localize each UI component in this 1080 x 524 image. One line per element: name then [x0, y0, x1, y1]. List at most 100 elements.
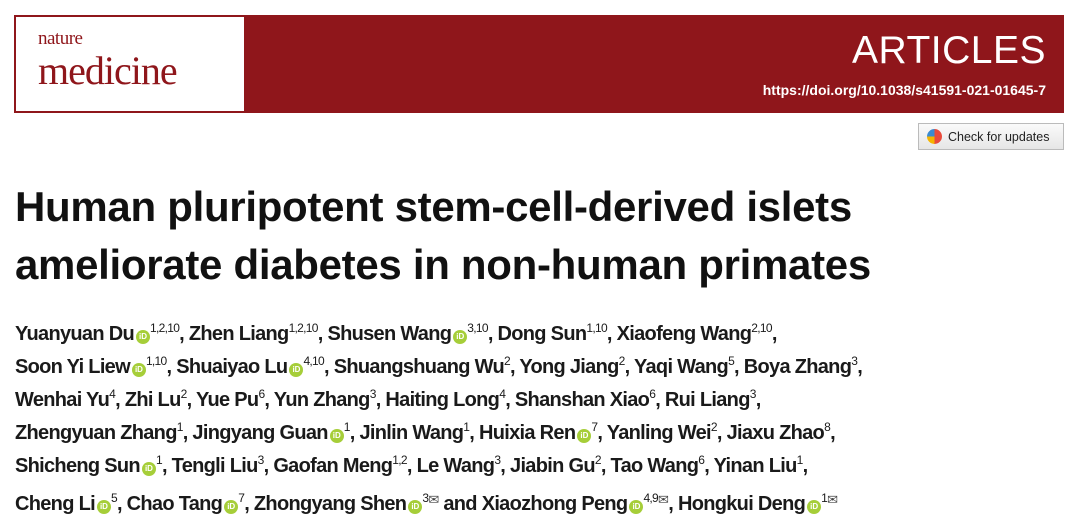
title-line: Human pluripotent stem-cell-derived isle… — [15, 183, 852, 230]
author-name[interactable]: Huixia Ren — [478, 422, 576, 444]
author-name[interactable]: Tao Wang — [610, 455, 699, 477]
author-name[interactable]: Chao Tang — [126, 493, 223, 515]
orcid-icon[interactable]: iD — [136, 330, 150, 344]
affiliation-superscript: 4 — [109, 387, 116, 401]
affiliation-superscript: 1 — [343, 420, 351, 434]
affiliation-superscript: 2 — [710, 420, 718, 434]
title-line: ameliorate diabetes in non-human primate… — [15, 241, 871, 288]
orcid-icon[interactable]: iD — [453, 330, 468, 344]
author-name[interactable]: Zhongyang Shen — [253, 493, 407, 515]
affiliation-superscript: 1 — [155, 453, 163, 467]
author-name[interactable]: Yaqi Wang — [633, 356, 729, 378]
author-name[interactable]: Jingyang Guan — [192, 422, 328, 444]
author-name[interactable]: Shuangshuang Wu — [333, 356, 505, 378]
orcid-icon[interactable]: iD — [577, 429, 592, 443]
affiliation-superscript: 1,10 — [586, 321, 607, 335]
orcid-icon[interactable]: iD — [807, 500, 822, 514]
email-icon[interactable]: ✉ — [827, 492, 838, 507]
affiliation-superscript: 6 — [649, 387, 656, 401]
author-name[interactable]: Zhi Lu — [124, 389, 181, 411]
affiliation-superscript: 6 — [698, 453, 705, 467]
affiliation-superscript: 1 — [176, 420, 184, 434]
author-name[interactable]: Zhen Liang — [188, 323, 289, 345]
doi-link[interactable]: https://doi.org/10.1038/s41591-021-01645… — [762, 82, 1046, 98]
affiliation-superscript: 3 — [749, 387, 757, 401]
author-name[interactable]: Xiaozhong Peng — [481, 493, 628, 515]
author-name[interactable]: Hongkui Deng — [677, 493, 806, 515]
author-name[interactable]: Jiabin Gu — [510, 455, 596, 477]
author-name[interactable]: Shusen Wang — [327, 323, 452, 345]
affiliation-superscript: 1,10 — [145, 354, 167, 368]
author-name[interactable]: Yong Jiang — [519, 356, 619, 378]
author-name[interactable]: Jiaxu Zhao — [726, 422, 825, 444]
crossmark-icon — [927, 129, 942, 144]
affiliation-superscript: 1,2,10 — [288, 321, 319, 335]
affiliation-superscript: 4,10 — [303, 354, 325, 368]
author-name[interactable]: Dong Sun — [497, 323, 588, 345]
logo-text-bottom: medicine — [38, 48, 178, 93]
logo-text-top: nature — [38, 28, 83, 49]
section-label: ARTICLES — [851, 29, 1046, 72]
author-name[interactable]: Tengli Liu — [171, 455, 259, 477]
email-icon[interactable]: ✉ — [428, 492, 439, 507]
author-line: Soon Yi Liew iD1,10, Shuaiyao Lu iD4,10, S… — [15, 354, 863, 378]
journal-banner: nature medicine ARTICLES https://doi.org… — [14, 15, 1064, 113]
affiliation-superscript: 4 — [499, 387, 506, 401]
check-for-updates-button[interactable]: Check for updates — [918, 123, 1064, 150]
orcid-icon[interactable]: iD — [629, 500, 644, 514]
orcid-icon[interactable]: iD — [141, 462, 156, 476]
affiliation-superscript: 3 — [369, 387, 377, 401]
email-icon[interactable]: ✉ — [658, 492, 669, 507]
author-list: Yuanyuan Du iD1,2,10, Zhen Liang1,2,10, S… — [15, 318, 863, 521]
affiliation-superscript: 5 — [728, 354, 735, 368]
author-name[interactable]: Haiting Long — [385, 389, 500, 411]
author-name[interactable]: Le Wang — [416, 455, 495, 477]
affiliation-superscript: 3 — [851, 354, 858, 368]
affiliation-superscript: 3,10 — [467, 321, 488, 335]
author-name[interactable]: Soon Yi Liew — [15, 356, 131, 378]
author-name[interactable]: Jinlin Wang — [359, 422, 464, 444]
author-name[interactable]: Yue Pu — [195, 389, 259, 411]
author-name[interactable]: Xiaofeng Wang — [616, 323, 752, 345]
author-line: Zhengyuan Zhang1, Jingyang Guan iD1, Jinl… — [15, 420, 836, 444]
author-name[interactable]: Shuaiyao Lu — [176, 356, 288, 378]
affiliation-superscript: 7 — [591, 420, 598, 434]
affiliation-superscript: 3 — [422, 491, 429, 505]
author-name[interactable]: Wenhai Yu — [15, 389, 110, 411]
article-title: Human pluripotent stem-cell-derived isle… — [15, 178, 871, 294]
affiliation-superscript: 3 — [494, 453, 501, 467]
author-line: Shicheng Sun iD1, Tengli Liu3, Gaofan Men… — [15, 453, 808, 477]
author-name[interactable]: Yinan Liu — [713, 455, 798, 477]
check-for-updates-label: Check for updates — [948, 129, 1050, 144]
affiliation-superscript: 1,2 — [392, 453, 407, 467]
orcid-icon[interactable]: iD — [96, 500, 111, 514]
affiliation-superscript: 1 — [796, 453, 804, 467]
author-name[interactable]: Rui Liang — [664, 389, 751, 411]
affiliation-superscript: 1 — [821, 491, 828, 505]
orcid-icon[interactable]: iD — [224, 500, 239, 514]
affiliation-superscript: 2 — [594, 453, 602, 467]
affiliation-superscript: 8 — [824, 420, 831, 434]
orcid-icon[interactable]: iD — [329, 429, 344, 443]
author-name[interactable]: Shicheng Sun — [15, 455, 141, 477]
affiliation-superscript: 6 — [258, 387, 265, 401]
author-name[interactable]: Zhengyuan Zhang — [15, 422, 177, 444]
affiliation-superscript: 3 — [257, 453, 265, 467]
author-name[interactable]: Shanshan Xiao — [514, 389, 650, 411]
author-name[interactable]: Yun Zhang — [273, 389, 371, 411]
affiliation-superscript: 1,2,10 — [150, 321, 180, 335]
affiliation-superscript: 1 — [463, 420, 470, 434]
author-line: Yuanyuan Du iD1,2,10, Zhen Liang1,2,10, S… — [15, 321, 777, 345]
author-name[interactable]: Yanling Wei — [606, 422, 712, 444]
author-name[interactable]: Gaofan Meng — [273, 455, 393, 477]
orcid-icon[interactable]: iD — [289, 363, 304, 377]
orcid-icon[interactable]: iD — [408, 500, 423, 514]
author-name[interactable]: Boya Zhang — [743, 356, 852, 378]
author-name[interactable]: Yuanyuan Du — [15, 323, 135, 345]
orcid-icon[interactable]: iD — [131, 363, 146, 377]
author-name[interactable]: Cheng Li — [15, 493, 96, 515]
affiliation-superscript: 5 — [110, 491, 118, 505]
nature-medicine-logo[interactable]: nature medicine — [16, 17, 244, 111]
author-line: Wenhai Yu4, Zhi Lu2, Yue Pu6, Yun Zhang3… — [15, 387, 761, 411]
author-line: Cheng Li iD5, Chao Tang iD7, Zhongyang She… — [15, 491, 838, 515]
